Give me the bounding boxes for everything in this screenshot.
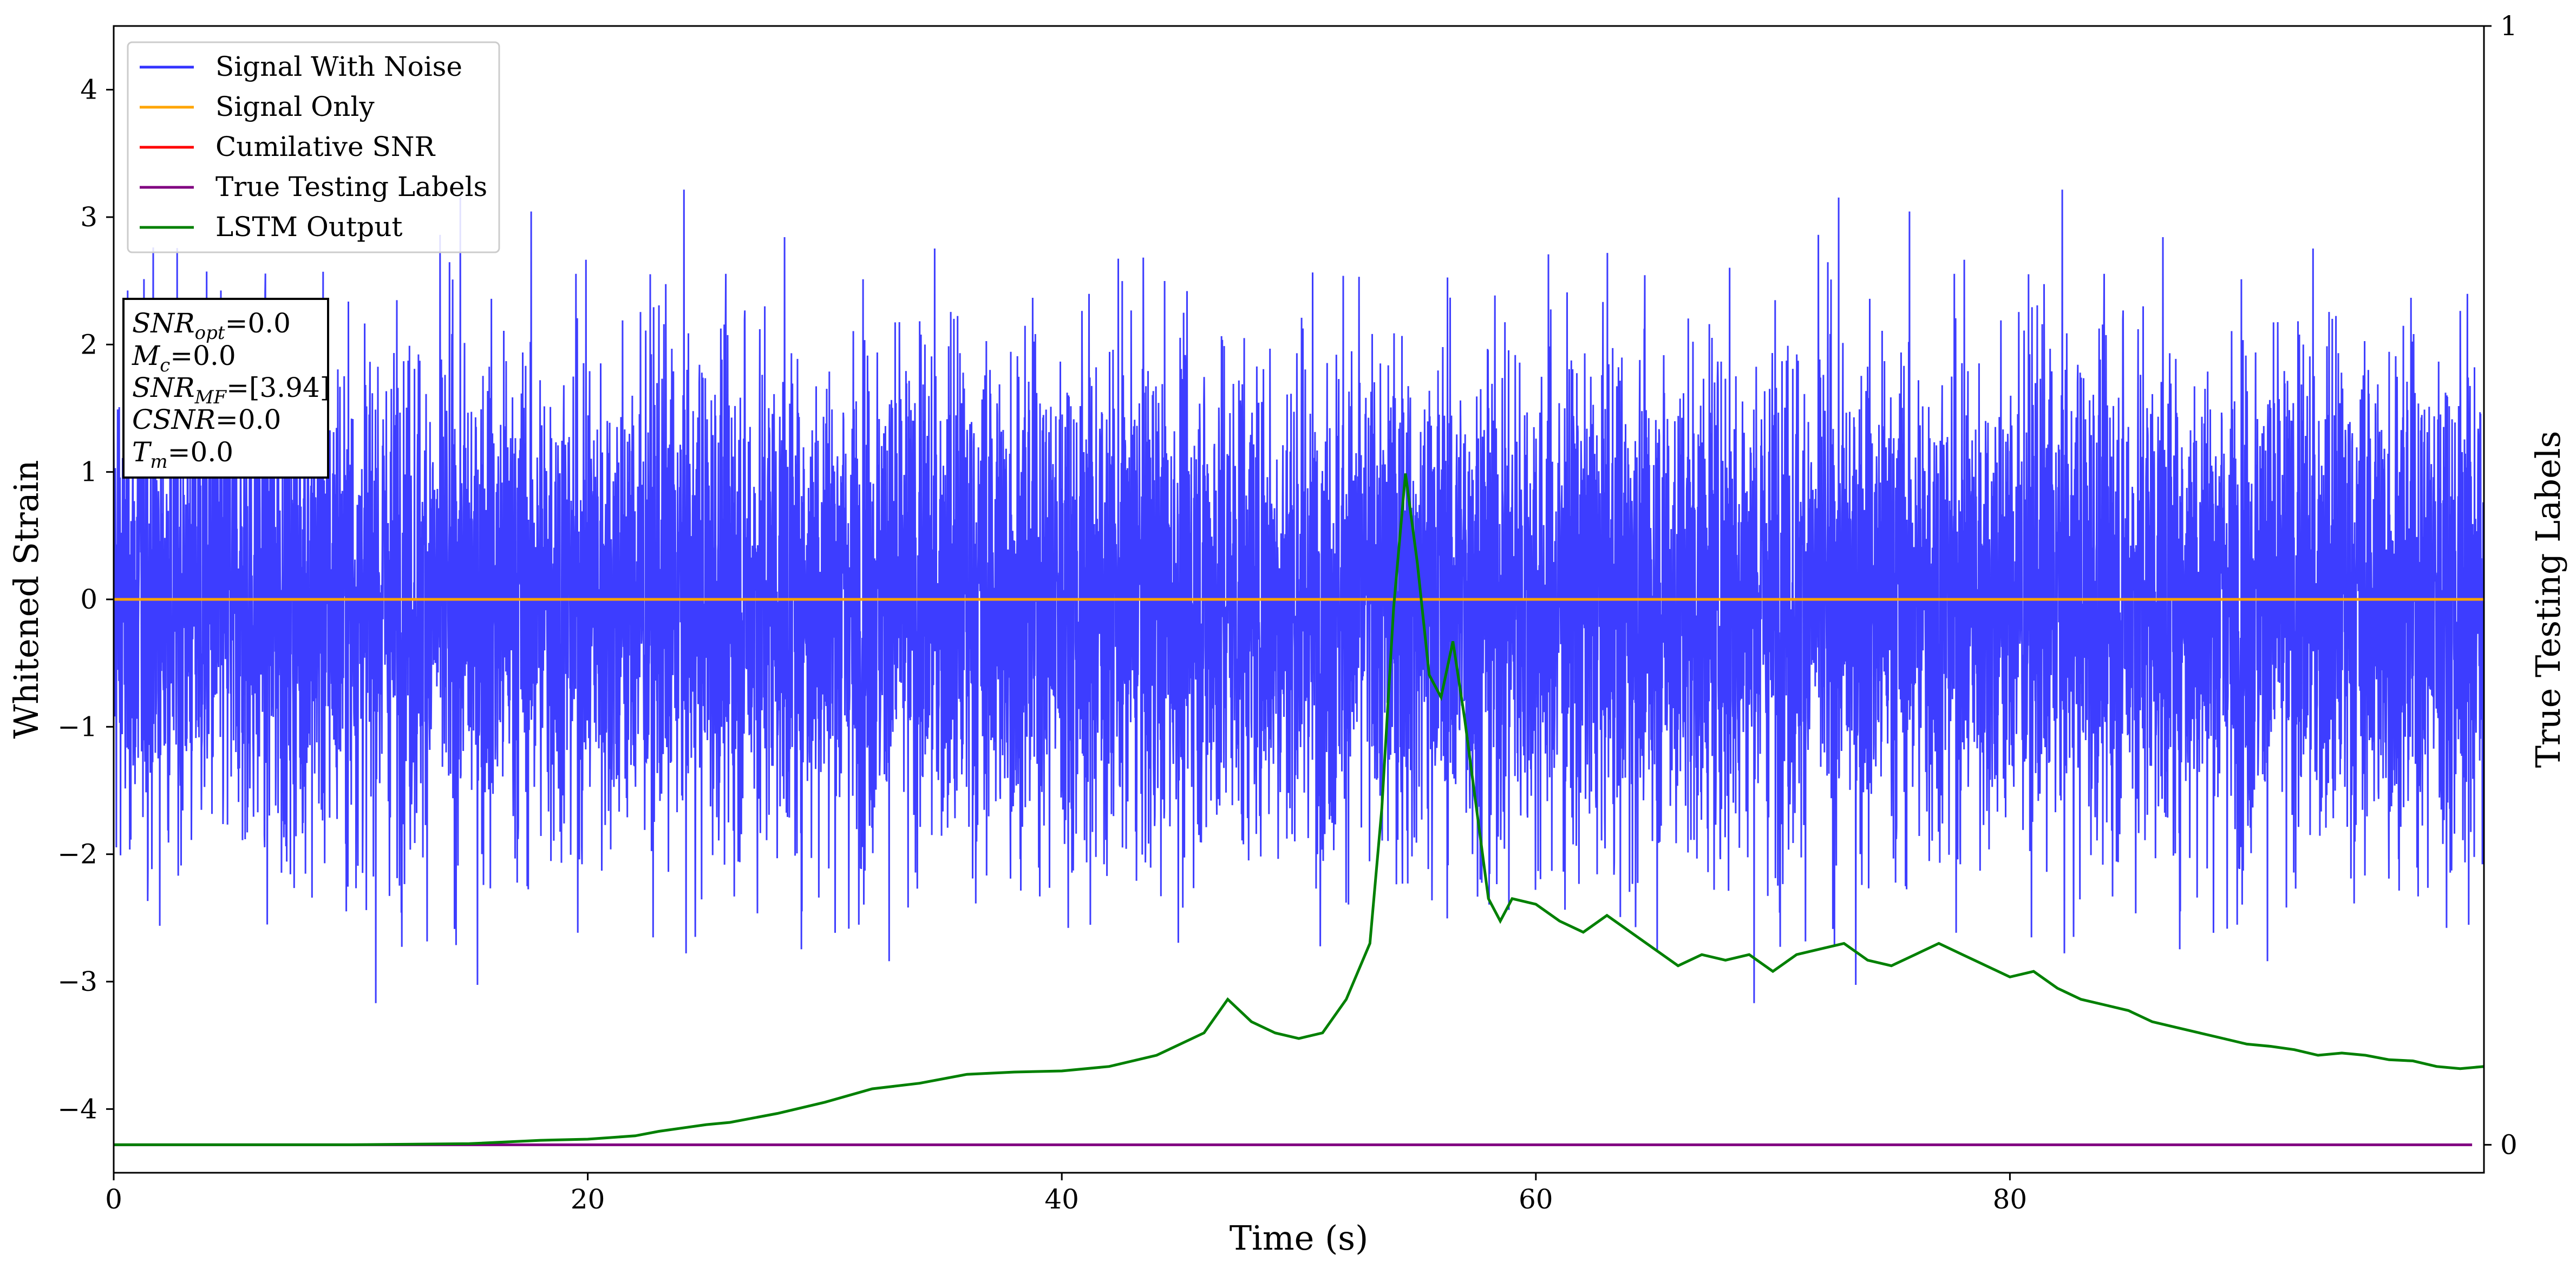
y2-tick-label: 0 [2500, 1129, 2518, 1160]
x-tick-label: 20 [571, 1184, 605, 1215]
legend: Signal With Noise Signal Only Cumilative… [127, 41, 500, 253]
info-csnr: CSNR=0.0 [132, 404, 281, 435]
info-snr-mf: SNRMF=[3.94] [132, 372, 330, 408]
legend-label-signal-only: Signal Only [215, 91, 375, 122]
x-tick-label: 60 [1519, 1184, 1553, 1215]
y-tick-label: −1 [57, 711, 97, 742]
info-snr-opt: SNRopt=0.0 [132, 308, 291, 344]
y-axis-title: Whitened Strain [6, 460, 46, 739]
info-mc: Mc=0.0 [132, 340, 236, 376]
y-tick-label: 0 [80, 584, 97, 615]
y-tick-label: 4 [80, 74, 97, 106]
x-axis-title: Time (s) [1230, 1218, 1369, 1258]
y2-tick-label: 1 [2500, 10, 2518, 42]
y-tick-label: −3 [57, 966, 97, 997]
y2-axis-title: True Testing Labels [2528, 431, 2568, 768]
info-box: SNRopt=0.0 Mc=0.0 SNRMF=[3.94] CSNR=0.0 … [122, 298, 330, 479]
legend-label-lstm-output: LSTM Output [215, 211, 402, 243]
series-signal-with-noise [113, 190, 2485, 1003]
y-tick-label: −4 [57, 1093, 97, 1125]
x-tick-label: 80 [1993, 1184, 2028, 1215]
legend-label-signal-with-noise: Signal With Noise [215, 51, 462, 82]
y-tick-label: 3 [80, 201, 97, 233]
y-tick-label: 1 [80, 456, 97, 488]
info-box-frame [122, 298, 329, 479]
x-tick-label: 0 [105, 1184, 122, 1215]
legend-label-true-testing-labels: True Testing Labels [215, 171, 487, 202]
legend-box [127, 41, 500, 253]
series-lstm-output [114, 473, 2485, 1146]
info-tm: Tm=0.0 [132, 436, 233, 473]
y-tick-label: −2 [57, 839, 97, 870]
legend-label-cumilative-snr: Cumilative SNR [215, 131, 435, 162]
plot-layer [113, 190, 2485, 1146]
x-tick-label: 40 [1044, 1184, 1079, 1215]
y-tick-label: 2 [80, 329, 97, 360]
